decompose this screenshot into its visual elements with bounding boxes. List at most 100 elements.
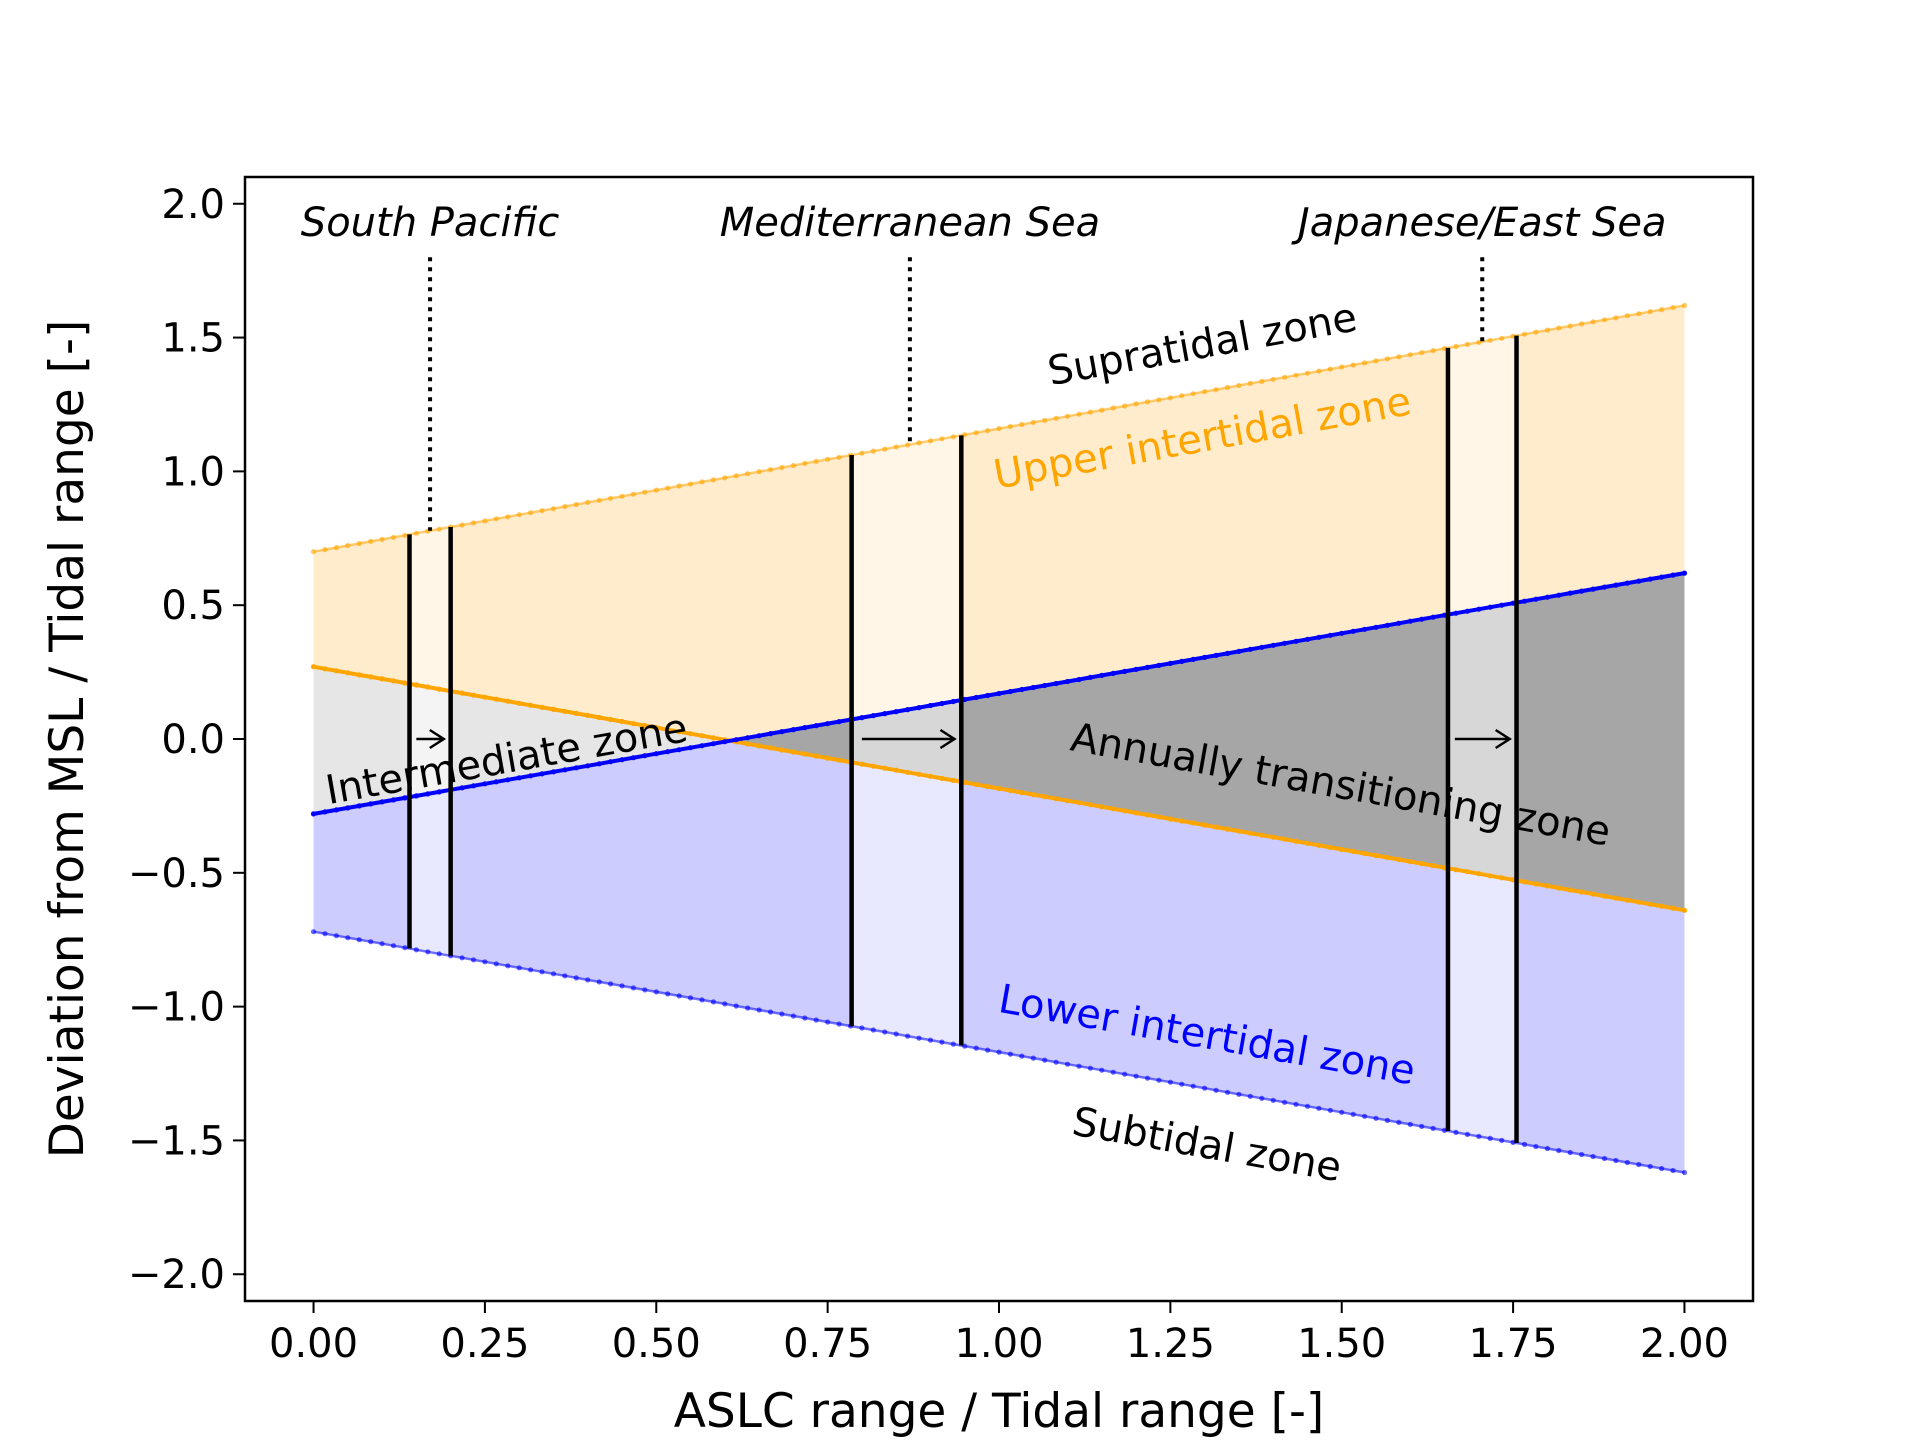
series-point-upper <box>1270 376 1276 382</box>
series-point-lower <box>470 957 477 963</box>
series-point-mid_orange <box>1681 907 1688 913</box>
series-point-mid_blue <box>1236 648 1242 655</box>
series-point-upper <box>1670 304 1676 311</box>
series-point-lower <box>630 985 637 991</box>
series-point-mid_orange <box>1373 852 1379 859</box>
series-point-mid_orange <box>1133 810 1139 816</box>
series-point-mid_orange <box>1293 838 1299 844</box>
series-point-upper <box>1579 321 1585 327</box>
x-tick-label: 1.25 <box>1126 1321 1215 1367</box>
series-point-mid_blue <box>699 743 705 749</box>
series-point-mid_blue <box>1133 666 1139 673</box>
series-point-lower <box>1316 1105 1322 1111</box>
series-point-mid_blue <box>1419 616 1425 622</box>
series-point-mid_orange <box>550 706 557 713</box>
series-point-lower <box>1521 1141 1528 1147</box>
series-point-upper <box>1384 356 1390 362</box>
series-point-lower <box>459 955 465 961</box>
series-point-upper <box>710 477 717 483</box>
series-point-mid_blue <box>1636 578 1642 584</box>
series-point-mid_blue <box>345 805 351 811</box>
series-point-mid_orange <box>642 723 648 729</box>
series-point-upper <box>1316 368 1322 374</box>
series-point-upper <box>779 464 785 471</box>
series-point-mid_blue <box>1030 684 1036 691</box>
series-point-mid_orange <box>973 781 979 788</box>
series-point-mid_blue <box>1110 670 1116 677</box>
series-point-mid_blue <box>459 785 465 791</box>
series-point-mid_orange <box>767 745 774 751</box>
series-point-mid_blue <box>1544 594 1550 600</box>
series-point-lower <box>905 1033 911 1039</box>
series-point-mid_orange <box>1636 899 1642 905</box>
series-point-lower <box>790 1013 797 1019</box>
series-point-mid_blue <box>1213 652 1219 659</box>
zone-boundary-lines <box>310 302 1688 1176</box>
series-point-upper <box>653 487 659 493</box>
series-point-lower <box>322 931 328 937</box>
series-point-upper <box>1567 323 1573 329</box>
series-point-lower <box>722 1001 728 1007</box>
series-point-mid_blue <box>333 807 339 813</box>
series-point-upper <box>699 479 705 485</box>
series-point-lower <box>882 1029 888 1035</box>
series-point-mid_blue <box>1316 634 1322 640</box>
series-point-mid_blue <box>528 773 534 779</box>
series-point-mid_blue <box>802 725 808 731</box>
series-point-mid_blue <box>1122 668 1128 675</box>
series-point-mid_orange <box>425 684 431 690</box>
series-point-mid_blue <box>1659 574 1665 580</box>
series-point-mid_orange <box>1419 861 1425 867</box>
series-point-mid_blue <box>870 713 876 719</box>
series-point-mid_blue <box>642 753 648 759</box>
series-point-mid_blue <box>767 731 774 737</box>
series-point-upper <box>665 485 671 491</box>
series-point-upper <box>1396 354 1402 360</box>
series-point-lower <box>573 975 579 981</box>
series-point-upper <box>1407 352 1413 358</box>
series-point-mid_blue <box>1179 658 1185 665</box>
series-point-lower <box>893 1031 899 1037</box>
series-point-mid_blue <box>1476 606 1482 612</box>
series-point-lower <box>870 1027 876 1033</box>
series-point-lower <box>1339 1109 1345 1115</box>
series-point-upper <box>996 426 1002 432</box>
series-point-lower <box>825 1019 831 1025</box>
series-point-lower <box>1144 1075 1151 1081</box>
series-point-mid_blue <box>939 700 945 707</box>
series-point-upper <box>1659 307 1665 313</box>
series-point-lower <box>1179 1081 1185 1087</box>
series-point-upper <box>413 530 419 536</box>
region-labels: South Pacific Mediterranean Sea Japanese… <box>301 200 1667 246</box>
series-point-mid_orange <box>1544 883 1550 889</box>
series-point-mid_orange <box>1304 840 1311 846</box>
series-point-mid_blue <box>790 727 797 733</box>
series-point-upper <box>1601 317 1608 323</box>
series-point-mid_blue <box>859 715 865 721</box>
series-point-mid_orange <box>1339 846 1345 853</box>
series-point-upper <box>482 518 488 524</box>
series-point-upper <box>1362 360 1368 366</box>
series-point-mid_blue <box>1407 618 1413 624</box>
series-point-upper <box>927 438 934 444</box>
series-point-mid_orange <box>653 725 659 731</box>
series-point-mid_orange <box>676 729 682 735</box>
series-point-upper <box>1556 325 1562 331</box>
series-point-lower <box>1167 1079 1173 1085</box>
series-point-lower <box>1247 1093 1253 1099</box>
series-point-mid_blue <box>619 757 625 763</box>
series-point-lower <box>368 939 374 945</box>
series-point-upper <box>790 462 797 469</box>
series-point-lower <box>1099 1067 1105 1073</box>
series-point-mid_blue <box>425 791 431 797</box>
series-point-mid_orange <box>310 664 317 670</box>
series-point-mid_orange <box>1110 806 1116 812</box>
series-point-lower <box>1259 1095 1265 1101</box>
series-point-lower <box>642 987 648 993</box>
series-point-mid_blue <box>516 775 522 781</box>
series-point-upper <box>1681 302 1688 309</box>
series-point-mid_blue <box>985 692 991 699</box>
series-point-mid_blue <box>1087 674 1093 681</box>
series-point-mid_orange <box>608 716 614 723</box>
series-point-lower <box>596 979 602 985</box>
